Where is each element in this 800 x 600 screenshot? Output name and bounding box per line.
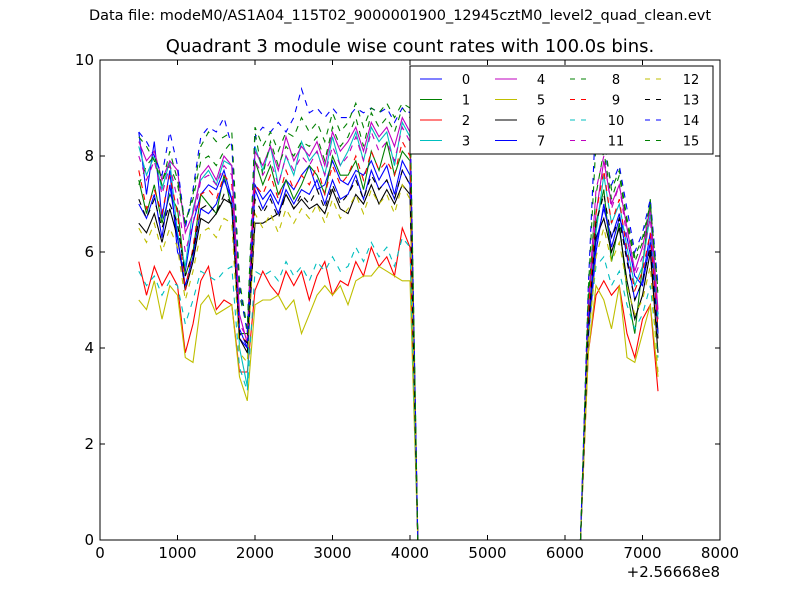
x-offset-label: +2.56668e8 (627, 563, 720, 581)
legend-label-1: 1 (462, 94, 470, 109)
x-tick-label: 7000 (623, 544, 661, 562)
legend-label-5: 5 (537, 94, 545, 109)
x-tick-label: 4000 (391, 544, 429, 562)
legend-label-11: 11 (608, 135, 625, 150)
x-tick-label: 3000 (313, 544, 351, 562)
legend-label-9: 9 (612, 94, 620, 109)
x-tick-label: 6000 (546, 544, 584, 562)
y-tick-label: 2 (84, 435, 94, 453)
series-line-4 (138, 116, 659, 540)
series-line-9 (138, 140, 659, 540)
legend-label-12: 12 (683, 73, 700, 88)
y-tick-label: 6 (84, 243, 94, 261)
series-line-2 (138, 225, 659, 540)
chart-title: Quadrant 3 module wise count rates with … (165, 36, 655, 57)
series-line-10 (138, 236, 659, 540)
legend-label-8: 8 (612, 73, 620, 88)
y-tick-label: 8 (84, 147, 94, 165)
series-line-12 (138, 183, 659, 540)
legend-label-4: 4 (537, 73, 545, 88)
legend-label-14: 14 (683, 114, 700, 129)
series-line-8 (138, 106, 659, 540)
series-line-3 (138, 120, 659, 540)
legend-label-13: 13 (683, 94, 700, 109)
legend-label-0: 0 (462, 73, 470, 88)
x-tick-label: 0 (95, 544, 105, 562)
series-line-15 (138, 101, 659, 540)
y-tick-label: 0 (84, 531, 94, 549)
series-line-14 (138, 86, 659, 540)
series-line-13 (138, 168, 659, 540)
y-tick-label: 4 (84, 339, 94, 357)
legend-label-6: 6 (537, 114, 545, 129)
series-line-0 (138, 131, 659, 540)
series-line-1 (138, 141, 659, 540)
legend-label-15: 15 (683, 135, 700, 150)
x-tick-label: 5000 (468, 544, 506, 562)
legend-box (409, 65, 714, 155)
figure-suptitle: Data file: modeM0/AS1A04_115T02_90000019… (88, 8, 712, 24)
legend-label-2: 2 (462, 114, 470, 129)
axes: 0 1000 2000 3000 4000 5000 6000 7000 80000246810… (75, 51, 739, 581)
series-line-6 (138, 183, 659, 540)
x-tick-label: 2000 (236, 544, 274, 562)
x-tick-label: 1000 (158, 544, 196, 562)
series-layer (138, 86, 659, 540)
series-line-5 (138, 265, 659, 540)
series-line-11 (138, 125, 659, 540)
series-line-7 (138, 168, 659, 540)
x-tick-label: 8000 (701, 544, 739, 562)
legend-label-7: 7 (537, 135, 545, 150)
y-tick-label: 10 (75, 51, 94, 69)
legend-label-3: 3 (462, 135, 470, 150)
legend-label-10: 10 (608, 114, 625, 129)
